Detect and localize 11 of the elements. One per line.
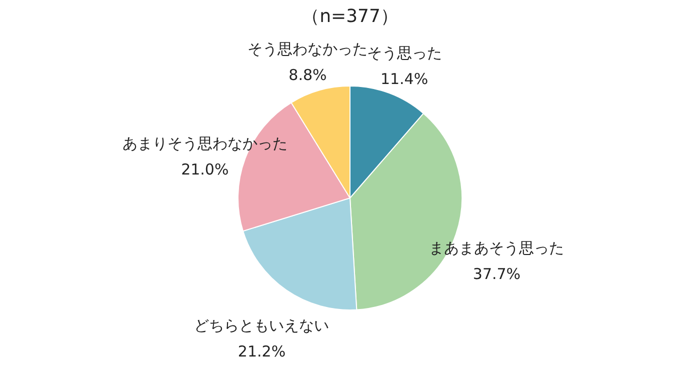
data-label: 11.4% bbox=[380, 70, 428, 88]
chart-title: （n=377） bbox=[302, 6, 398, 27]
slice-label: そう思わなかった bbox=[248, 40, 368, 58]
slice-label: そう思った bbox=[366, 44, 442, 62]
slice-label: まあまあそう思った bbox=[429, 238, 564, 257]
data-label: 37.7% bbox=[472, 264, 521, 283]
data-label: 8.8% bbox=[288, 66, 327, 84]
slice-label: あまりそう思わなかった bbox=[122, 134, 288, 152]
data-label: 21.0% bbox=[181, 160, 229, 178]
slice-label: どちらともいえない bbox=[194, 316, 330, 334]
data-label: 21.2% bbox=[238, 342, 286, 360]
